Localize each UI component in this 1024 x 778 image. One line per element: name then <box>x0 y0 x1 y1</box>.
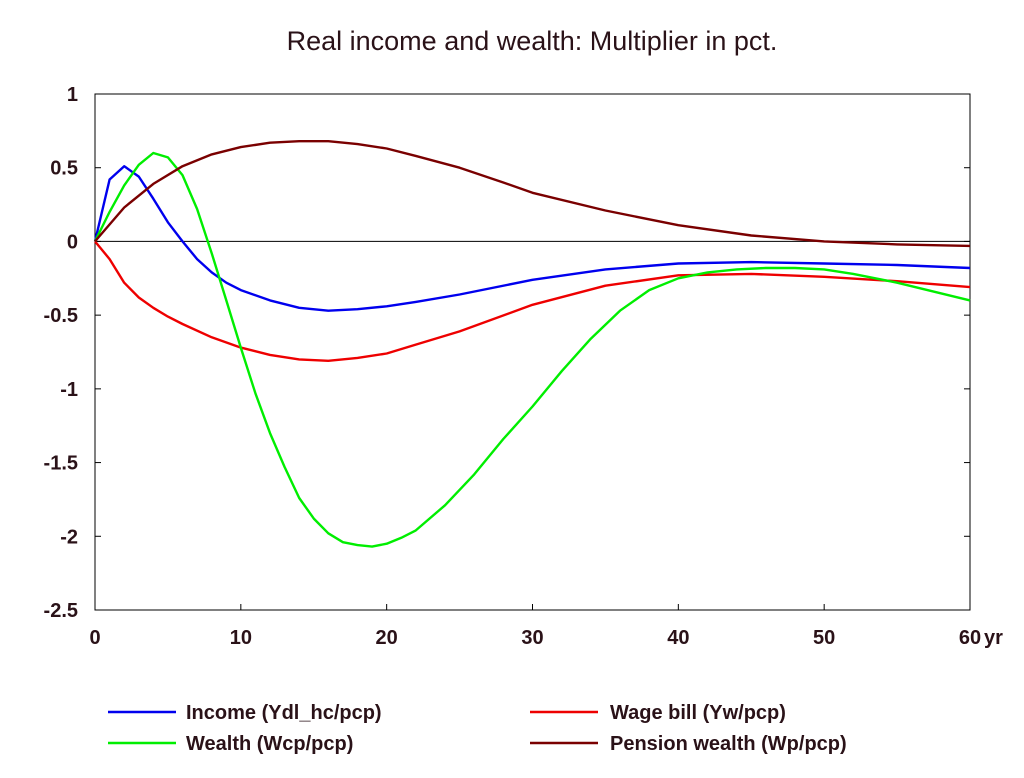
y-tick-label: 0 <box>67 231 78 253</box>
y-tick-label: -2 <box>60 526 78 548</box>
x-tick-label: 60 <box>959 627 981 649</box>
legend-label-1: Income (Ydl_hc/pcp) <box>186 702 382 724</box>
x-tick-label: 10 <box>230 627 252 649</box>
y-tick-label: 1 <box>67 84 78 106</box>
x-tick-label: 30 <box>521 627 543 649</box>
x-tick-label: 20 <box>376 627 398 649</box>
chart-title: Real income and wealth: Multiplier in pc… <box>287 26 778 56</box>
y-tick-label: 0.5 <box>50 158 78 180</box>
x-unit-label: yr <box>984 627 1003 649</box>
plot-frame <box>94 93 971 611</box>
y-tick-label: -2.5 <box>44 600 78 622</box>
x-tick-label: 40 <box>667 627 689 649</box>
legend-label-4: Pension wealth (Wp/pcp) <box>610 733 847 755</box>
series-line-4 <box>94 140 971 248</box>
y-tick-label: -1.5 <box>44 453 78 475</box>
x-tick-label: 0 <box>89 627 100 649</box>
legend-label-2: Wage bill (Yw/pcp) <box>610 702 786 724</box>
legend-label-3: Wealth (Wcp/pcp) <box>186 733 353 755</box>
series-line-2 <box>94 240 971 362</box>
legend: Income (Ydl_hc/pcp) Wage bill (Yw/pcp) Wea… <box>108 702 847 755</box>
y-tick-label: -1 <box>60 379 78 401</box>
series-line-1 <box>93 165 971 312</box>
y-tick-label: -0.5 <box>44 305 78 327</box>
plot-area: 1 0.5 0 -0.5 -1 -1.5 -2 -2.5 0 10 20 30 40 50 60 yr <box>44 84 1004 649</box>
x-tick-label: 50 <box>813 627 835 649</box>
series-line-3 <box>93 151 971 548</box>
